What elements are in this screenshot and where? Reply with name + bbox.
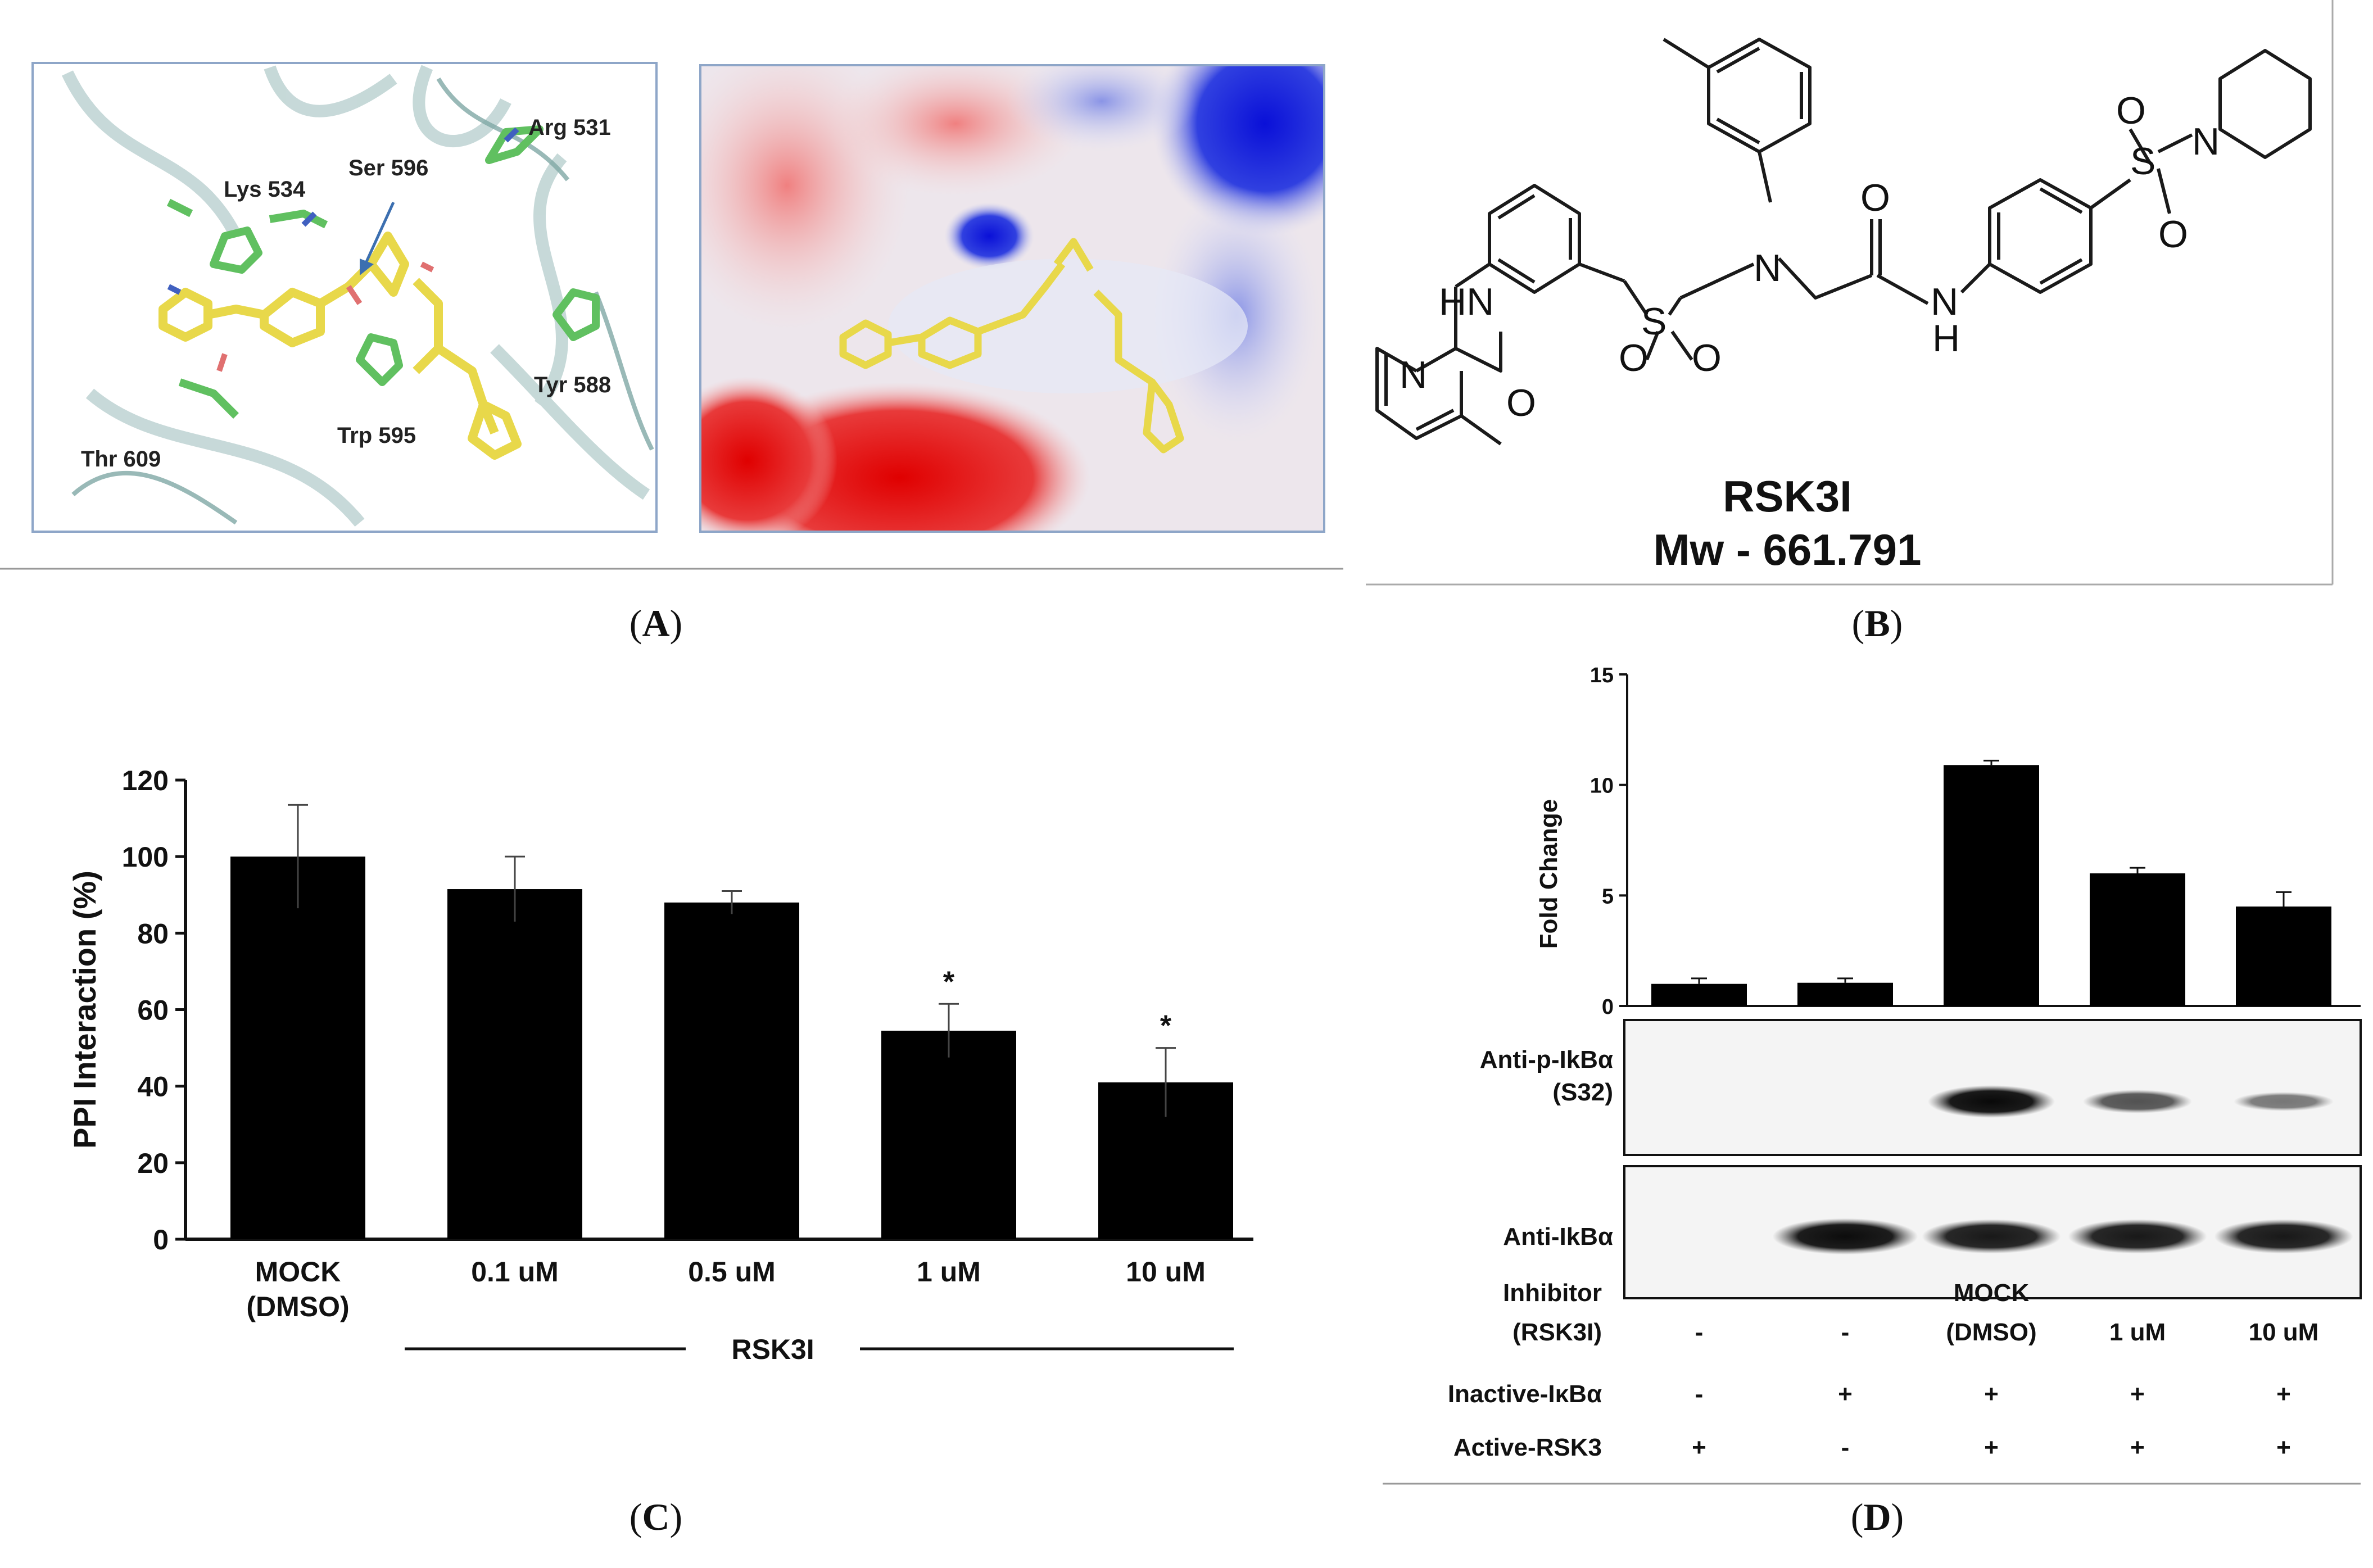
molecular-weight: Mw - 661.791 (1654, 525, 1922, 574)
band-p-ikba (2083, 1090, 2192, 1113)
blot-label-p-ikba: (S32) (1552, 1078, 1613, 1106)
panel-a-figure: Arg 531 Lys 534 Ser 596 Tyr 588 Trp 595 … (0, 62, 1343, 570)
group-label: RSK3I (731, 1334, 814, 1365)
band-ikba (2214, 1219, 2353, 1254)
condition-value: + (2276, 1380, 2291, 1408)
x-tick-label: MOCK (255, 1256, 341, 1288)
condition-value: + (1692, 1434, 1706, 1461)
band-p-ikba (2234, 1092, 2334, 1111)
y-tick-label: 80 (137, 918, 169, 949)
condition-value: - (1695, 1380, 1704, 1408)
band-ikba (1922, 1219, 2061, 1254)
x-tick-label: 10 uM (1126, 1256, 1206, 1288)
blot-label-p-ikba: Anti-p-IkBα (1480, 1046, 1613, 1073)
condition-value: (DMSO) (1946, 1318, 2036, 1346)
condition-value: - (1841, 1434, 1850, 1461)
ribbon-view: Arg 531 Lys 534 Ser 596 Tyr 588 Trp 595 … (31, 62, 658, 533)
band-ikba (1772, 1218, 1918, 1255)
y-axis-title: PPI Interaction (%) (67, 871, 102, 1149)
x-tick-label: (DMSO) (246, 1291, 349, 1322)
condition-value: - (1841, 1318, 1850, 1346)
bar (2236, 907, 2331, 1006)
bar (664, 902, 799, 1239)
atom-o-carbonyl-2: O (1860, 176, 1890, 219)
condition-value: + (2130, 1434, 2145, 1461)
electrostatic-surface (700, 65, 1324, 532)
y-tick-label: 120 (122, 765, 169, 796)
condition-value: 10 uM (2249, 1318, 2319, 1346)
bar (230, 856, 365, 1239)
condition-value: 1 uM (2109, 1318, 2166, 1346)
panel-label-b: (B) (1851, 602, 1903, 645)
bar (1651, 984, 1747, 1006)
panel-a: Arg 531 Lys 534 Ser 596 Tyr 588 Trp 595 … (0, 0, 1343, 645)
y-axis-title: Fold Change (1535, 799, 1563, 949)
condition-value: - (1695, 1318, 1704, 1346)
y-tick-label: 0 (1602, 995, 1614, 1019)
band-ikba (2068, 1219, 2207, 1254)
panel-d: 0 5 10 15 Fold Change Anti-p-IkBα (S32) Anti-Ik… (1366, 646, 2373, 1568)
blot-label-ikba: Anti-IkBα (1503, 1223, 1613, 1250)
condition-row-label: Active-RSK3 (1453, 1434, 1602, 1461)
residue-thr609: Thr 609 (81, 447, 161, 472)
residue-arg531: Arg 531 (528, 115, 611, 140)
atom-s2: S (2130, 140, 2155, 183)
atom-o-s1b: O (1692, 337, 1722, 379)
condition-row-label: Inhibitor (1503, 1279, 1602, 1307)
y-tick-label: 10 (1590, 774, 1614, 798)
condition-value: + (2276, 1434, 2291, 1461)
significance-star: * (943, 966, 955, 998)
bar (881, 1030, 1016, 1239)
atom-o-carbonyl-1: O (1506, 382, 1536, 424)
significance-star: * (1160, 1010, 1172, 1043)
bar (1944, 765, 2039, 1006)
chemical-structure: HN N O S O O N O N H S O O N RSK3I Mw - … (1366, 0, 2334, 586)
y-tick-label: 5 (1602, 885, 1614, 908)
y-tick-label: 100 (122, 841, 169, 873)
panel-c: 0 20 40 60 80 100 120 PPI Interaction (%) MOCK (D… (0, 703, 1343, 1568)
atom-s1: S (1641, 300, 1666, 343)
panel-label-a: (A) (629, 602, 683, 645)
y-tick-label: 0 (153, 1224, 169, 1256)
atom-o-s1a: O (1619, 337, 1649, 379)
compound-name: RSK3I (1723, 472, 1852, 521)
atom-n-sulfonamide: N (1754, 247, 1781, 289)
residue-ser596: Ser 596 (348, 156, 428, 180)
condition-row-label: (RSK3I) (1512, 1318, 1602, 1346)
panel-label-c: (C) (629, 1496, 683, 1538)
condition-value: + (1984, 1434, 1999, 1461)
condition-value: MOCK (1954, 1279, 2030, 1307)
y-tick-label: 60 (137, 995, 169, 1026)
x-tick-label: 0.1 uM (471, 1256, 559, 1288)
atom-n-ring: N (1400, 354, 1427, 396)
ppi-bar-chart: 0 20 40 60 80 100 120 PPI Interaction (%) MOCK(D… (67, 765, 1253, 1365)
atom-n-amide: N (1931, 280, 1958, 323)
atom-n-piperidine: N (2192, 120, 2220, 163)
bar (1797, 982, 1893, 1006)
y-tick-label: 20 (137, 1148, 169, 1179)
atom-hn: HN (1439, 280, 1494, 323)
residue-trp595: Trp 595 (337, 423, 416, 448)
residue-tyr588: Tyr 588 (534, 373, 611, 397)
atom-o-s2b: O (2158, 213, 2188, 256)
band-p-ikba (1928, 1085, 2055, 1118)
panel-label-d: (D) (1850, 1496, 1904, 1538)
x-tick-label: 0.5 uM (688, 1256, 776, 1288)
residue-lys534: Lys 534 (224, 177, 306, 202)
y-tick-label: 15 (1590, 664, 1614, 687)
condition-value: + (2130, 1380, 2145, 1408)
fold-change-figure: 0 5 10 15 Fold Change Anti-p-IkBα (S32) Anti-Ik… (1383, 664, 2362, 1485)
bar (447, 889, 582, 1239)
atom-h-amide: H (1932, 317, 1960, 360)
condition-value: + (1984, 1380, 1999, 1408)
condition-value: + (1838, 1380, 1853, 1408)
x-tick-label: 1 uM (917, 1256, 981, 1288)
condition-row-label: Inactive-IκBα (1448, 1380, 1602, 1408)
panel-b: HN N O S O O N O N H S O O N RSK3I Mw - … (1366, 0, 2373, 663)
y-tick-label: 40 (137, 1071, 169, 1103)
atom-o-s2a: O (2116, 89, 2146, 132)
bar (2090, 873, 2185, 1006)
